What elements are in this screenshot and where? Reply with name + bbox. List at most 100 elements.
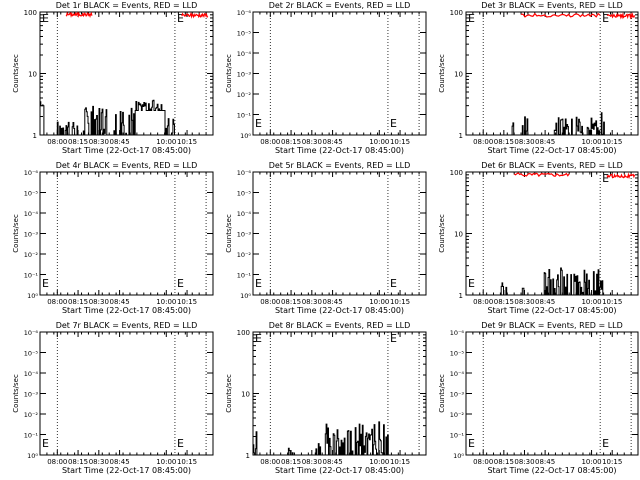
x-tick-label: 08:15: [494, 138, 514, 146]
event-marker-e: E: [602, 172, 609, 185]
event-marker-e: E: [255, 277, 262, 290]
y-tick-label: 10⁻⁵: [237, 190, 252, 198]
x-axis-label: Start Time (22-Oct-17 08:45:00): [275, 146, 404, 155]
x-tick-label: 10:00: [581, 298, 601, 306]
y-tick-label: 10⁻²: [24, 251, 39, 259]
x-tick-label: 08:15: [281, 458, 301, 466]
chart-panel-4: Det 4r BLACK = Events, RED = LLD Counts/s…: [12, 161, 214, 315]
series-events-line: [253, 421, 426, 456]
series-lld-line: [606, 12, 636, 20]
x-tick-label: 08:30: [302, 298, 322, 306]
event-marker-e: E: [390, 277, 397, 290]
event-marker-e: E: [42, 437, 49, 450]
y-tick-label: 100: [450, 9, 463, 17]
x-tick-label: 08:45: [322, 138, 342, 146]
x-tick-label: 10:15: [390, 298, 410, 306]
x-axis-label: Start Time (22-Oct-17 08:45:00): [487, 306, 616, 315]
y-axis-label: Counts/sec: [438, 214, 446, 253]
chart-panel-5: Det 5r BLACK = Events, RED = LLD Counts/s…: [225, 161, 427, 315]
x-tick-label: 10:15: [177, 138, 197, 146]
y-tick-label: 10⁻⁴: [450, 370, 465, 378]
event-marker-e: E: [177, 12, 184, 25]
x-tick-label: 08:15: [281, 298, 301, 306]
plot-frame: [465, 11, 639, 136]
x-axis-label: Start Time (22-Oct-17 08:45:00): [275, 306, 404, 315]
x-tick-label: 08:30: [514, 138, 534, 146]
x-tick-label: 08:45: [535, 138, 555, 146]
event-marker-e: E: [602, 12, 609, 25]
plot-frame: [465, 171, 639, 296]
y-tick-label: 10⁻⁴: [237, 50, 252, 58]
x-tick-label: 10:15: [602, 298, 622, 306]
x-tick-label: 08:00: [260, 458, 280, 466]
series-lld-line: [606, 172, 636, 180]
x-tick-label: 08:45: [322, 458, 342, 466]
x-tick-label: 08:30: [89, 298, 109, 306]
y-tick-label: 10: [241, 391, 250, 399]
chart-panel-7: Det 7r BLACK = Events, RED = LLD Counts/s…: [12, 321, 214, 475]
plot-frame: [252, 331, 427, 456]
y-tick-label: 10⁻²: [450, 411, 465, 419]
chart-panel-6: Det 6r BLACK = Events, RED = LLD Counts/s…: [438, 161, 639, 315]
plot-frame: [252, 171, 427, 296]
y-tick-label: 10⁰: [240, 292, 251, 300]
y-tick-label: 10⁻³: [237, 71, 252, 79]
chart-title: Det 1r BLACK = Events, RED = LLD: [56, 1, 198, 10]
series-lld-line: [181, 11, 209, 19]
x-tick-label: 10:15: [177, 458, 197, 466]
x-tick-label: 10:00: [369, 138, 389, 146]
x-tick-label: 08:45: [109, 138, 129, 146]
chart-panel-2: Det 2r BLACK = Events, RED = LLD Counts/s…: [225, 1, 427, 155]
chart-title: Det 3r BLACK = Events, RED = LLD: [481, 1, 623, 10]
y-tick-label: 10⁻⁴: [24, 210, 39, 218]
chart-panel-8: Det 8r BLACK = Events, RED = LLD Counts/s…: [225, 321, 427, 475]
x-tick-label: 08:00: [47, 138, 67, 146]
chart-title: Det 5r BLACK = Events, RED = LLD: [269, 161, 411, 170]
plot-frame: [39, 11, 214, 136]
x-tick-label: 10:00: [156, 298, 176, 306]
y-tick-label: 1: [246, 452, 250, 460]
y-tick-label: 10⁻²: [24, 411, 39, 419]
x-tick-label: 08:30: [89, 458, 109, 466]
x-tick-label: 10:00: [369, 458, 389, 466]
series-events-line: [466, 112, 638, 136]
x-axis-label: Start Time (22-Oct-17 08:45:00): [62, 146, 191, 155]
x-tick-label: 08:30: [514, 458, 534, 466]
y-axis-label: Counts/sec: [225, 374, 233, 413]
event-marker-e: E: [177, 437, 184, 450]
y-tick-label: 10⁰: [453, 452, 464, 460]
y-tick-label: 100: [237, 329, 250, 337]
x-tick-label: 08:30: [89, 138, 109, 146]
event-marker-e: E: [468, 277, 475, 290]
x-tick-label: 10:00: [156, 138, 176, 146]
y-tick-label: 1: [33, 132, 37, 140]
x-tick-label: 08:45: [322, 298, 342, 306]
plot-frame: [252, 11, 427, 136]
x-tick-label: 08:45: [535, 458, 555, 466]
plot-frame: [39, 171, 214, 296]
y-axis-label: Counts/sec: [12, 54, 20, 93]
plot-frame: [39, 331, 214, 456]
x-tick-label: 10:15: [602, 138, 622, 146]
y-axis-label: Counts/sec: [225, 54, 233, 93]
y-tick-label: 10⁻⁴: [237, 210, 252, 218]
x-tick-label: 10:15: [390, 458, 410, 466]
x-tick-label: 08:15: [494, 458, 514, 466]
x-axis-label: Start Time (22-Oct-17 08:45:00): [487, 466, 616, 475]
plot-frame: [465, 331, 639, 456]
event-marker-e: E: [42, 277, 49, 290]
y-tick-label: 1: [459, 292, 463, 300]
y-tick-label: 10⁻¹: [24, 432, 39, 440]
y-tick-label: 10⁻⁵: [237, 30, 252, 38]
y-tick-label: 10: [28, 71, 37, 79]
chart-panel-9: Det 9r BLACK = Events, RED = LLD Counts/s…: [438, 321, 639, 475]
x-tick-label: 08:00: [473, 298, 493, 306]
x-tick-label: 08:00: [473, 458, 493, 466]
event-marker-e: E: [390, 332, 397, 345]
x-tick-label: 08:15: [494, 298, 514, 306]
y-axis-label: Counts/sec: [12, 214, 20, 253]
x-tick-label: 08:45: [109, 298, 129, 306]
event-marker-e: E: [602, 437, 609, 450]
x-tick-label: 08:45: [535, 298, 555, 306]
series-lld-line: [520, 12, 601, 18]
